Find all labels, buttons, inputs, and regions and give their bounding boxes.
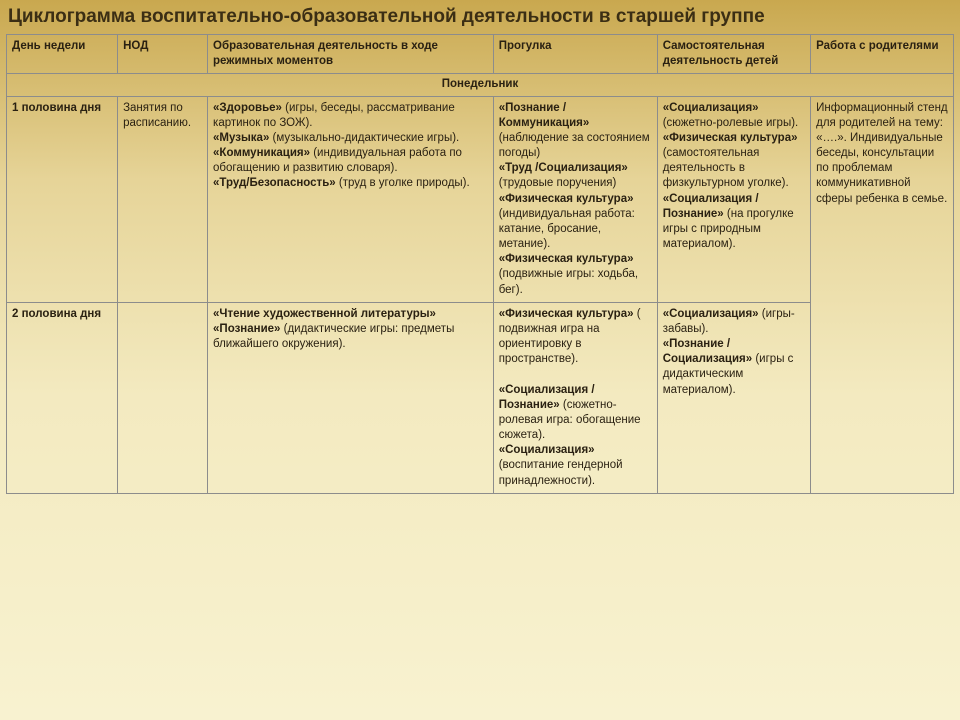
cell-nod-1: Занятия по расписанию.: [118, 96, 208, 302]
cell-routines-2: «Чтение художественной литературы»«Позна…: [208, 302, 494, 493]
day-header-row: Понедельник: [7, 74, 954, 96]
cell-walk-2: «Физическая культура» ( подвижная игра н…: [493, 302, 657, 493]
table-head: День недели НОД Образовательная деятельн…: [7, 35, 954, 74]
page-title: Циклограмма воспитательно-образовательно…: [6, 6, 954, 34]
col-day: День недели: [7, 35, 118, 74]
row-label-2: 2 половина дня: [7, 302, 118, 493]
cell-self-2: «Социализация» (игры-забавы).«Познание /…: [657, 302, 810, 493]
row-label-1: 1 половина дня: [7, 96, 118, 302]
day-header: Понедельник: [7, 74, 954, 96]
cell-parents: Информационный стенд для родителей на те…: [811, 96, 954, 493]
cell-routines-1: «Здоровье» (игры, беседы, рассматривание…: [208, 96, 494, 302]
col-nod: НОД: [118, 35, 208, 74]
cell-nod-2: [118, 302, 208, 493]
col-walk: Прогулка: [493, 35, 657, 74]
cell-walk-1: «Познание /Коммуникация» (наблюдение за …: [493, 96, 657, 302]
document-page: Циклограмма воспитательно-образовательно…: [0, 0, 960, 720]
col-self: Самостоятельная деятельность детей: [657, 35, 810, 74]
cell-self-1: «Социализация» (сюжетно-ролевые игры).«Ф…: [657, 96, 810, 302]
col-routines: Образовательная деятельность в ходе режи…: [208, 35, 494, 74]
table-row-first-half: 1 половина дня Занятия по расписанию. «З…: [7, 96, 954, 302]
col-parents: Работа с родителями: [811, 35, 954, 74]
schedule-table: День недели НОД Образовательная деятельн…: [6, 34, 954, 494]
